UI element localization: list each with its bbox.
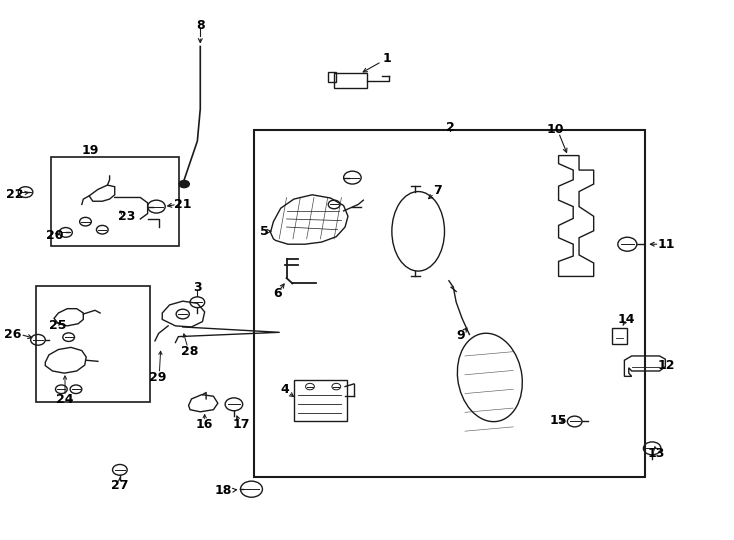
Text: 16: 16 bbox=[196, 418, 214, 431]
Bar bbox=[334, 73, 367, 89]
Text: 15: 15 bbox=[550, 414, 567, 427]
Text: 14: 14 bbox=[618, 313, 636, 326]
Text: 23: 23 bbox=[118, 210, 136, 223]
Text: 7: 7 bbox=[433, 184, 442, 197]
Text: 1: 1 bbox=[382, 52, 391, 65]
Text: 29: 29 bbox=[149, 371, 167, 384]
Text: 6: 6 bbox=[274, 287, 282, 300]
Text: 13: 13 bbox=[647, 447, 664, 460]
Text: 18: 18 bbox=[215, 484, 233, 497]
Text: 8: 8 bbox=[196, 18, 205, 31]
Text: 4: 4 bbox=[280, 383, 289, 396]
Text: 25: 25 bbox=[49, 319, 67, 333]
Text: 21: 21 bbox=[174, 198, 192, 211]
Bar bbox=[328, 72, 335, 82]
Text: 28: 28 bbox=[181, 345, 199, 358]
Text: 26: 26 bbox=[4, 328, 22, 341]
Text: 12: 12 bbox=[658, 359, 675, 372]
Bar bbox=[294, 380, 346, 422]
Bar bbox=[612, 328, 627, 344]
Text: 11: 11 bbox=[658, 238, 675, 251]
Text: 24: 24 bbox=[57, 393, 73, 406]
Circle shape bbox=[178, 180, 190, 188]
Text: 10: 10 bbox=[546, 123, 564, 136]
Text: 17: 17 bbox=[233, 418, 250, 431]
Bar bbox=[37, 286, 150, 402]
Bar bbox=[254, 130, 645, 477]
Text: 19: 19 bbox=[82, 144, 99, 157]
Text: 5: 5 bbox=[261, 225, 269, 238]
Text: 3: 3 bbox=[193, 281, 202, 294]
Text: 20: 20 bbox=[46, 229, 64, 242]
Text: 9: 9 bbox=[457, 329, 465, 342]
Text: 27: 27 bbox=[111, 480, 128, 492]
Text: 2: 2 bbox=[446, 121, 455, 134]
Text: 22: 22 bbox=[6, 188, 23, 201]
Bar bbox=[51, 157, 179, 246]
